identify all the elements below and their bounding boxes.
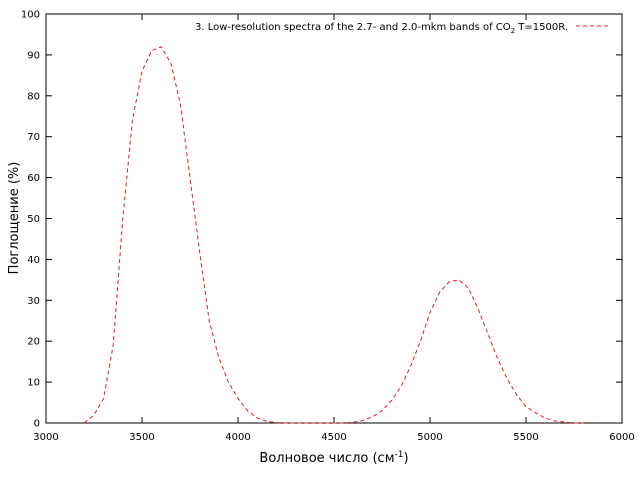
y-tick-label: 0 (34, 419, 40, 430)
y-tick-label: 10 (27, 378, 40, 389)
x-axis-label-main: Волновое число (см (259, 451, 394, 466)
x-axis-label-superscript: -1 (395, 450, 404, 460)
legend-label-main: 3. Low-resolution spectra of the 2.7- an… (195, 22, 511, 33)
axes: 3000 3500 4000 4500 5000 5500 6000 0 10 20 30 40 50 6… (21, 10, 635, 444)
legend-label-tail: T=1500R. (515, 22, 568, 33)
x-axis-label: Волновое число (см-1) (259, 450, 408, 466)
y-tick-label: 50 (27, 214, 40, 225)
legend-label-subscript: 2 (511, 27, 515, 35)
y-tick-label: 60 (27, 173, 40, 184)
y-tick-label: 80 (27, 91, 40, 102)
y-tick-label: 30 (27, 296, 40, 307)
x-tick-label: 5000 (417, 432, 442, 443)
series-line-0 (84, 46, 584, 424)
x-tick-label: 6000 (609, 432, 634, 443)
x-tick-label: 5500 (513, 432, 538, 443)
y-axis-label: Поглощение (%) (7, 162, 22, 275)
y-tick-label: 40 (27, 255, 40, 266)
y-tick-label: 70 (27, 132, 40, 143)
plot-frame (45, 13, 623, 424)
y-tick-label: 20 (27, 337, 40, 348)
y-tick-label: 100 (21, 10, 40, 21)
x-tick-label: 3500 (129, 432, 154, 443)
legend-entry-label: 3. Low-resolution spectra of the 2.7- an… (195, 22, 568, 35)
plot-series (84, 46, 584, 424)
x-tick-label: 4000 (225, 432, 250, 443)
x-tick-label: 4500 (321, 432, 346, 443)
y-tick-label: 90 (27, 50, 40, 61)
x-tick-label: 3000 (33, 432, 58, 443)
legend: 3. Low-resolution spectra of the 2.7- an… (195, 22, 610, 35)
x-axis-label-tail: ) (403, 451, 408, 466)
